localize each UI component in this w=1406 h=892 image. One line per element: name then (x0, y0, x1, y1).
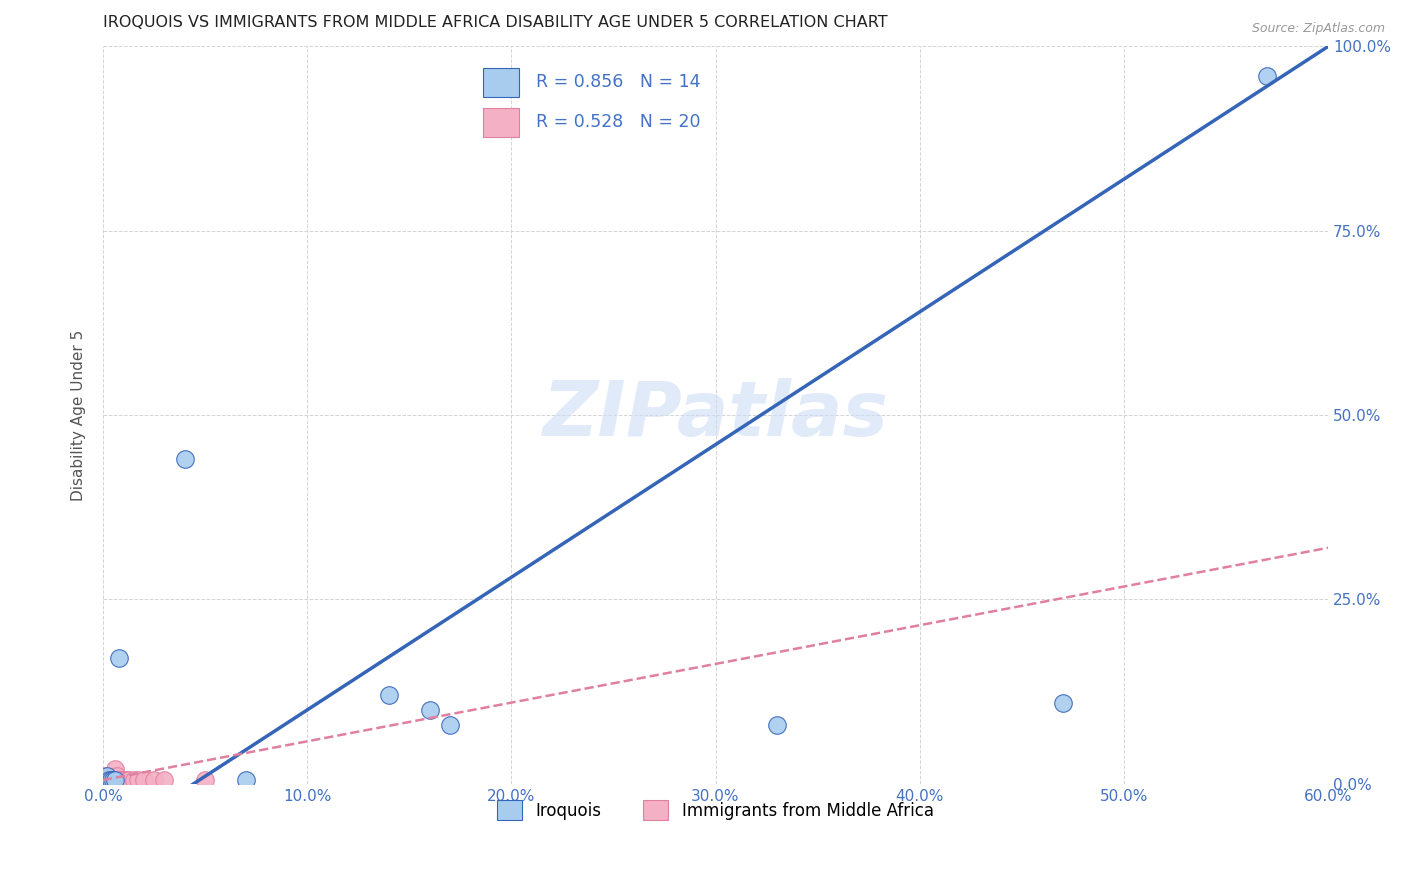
Point (117, 772, 139, 787)
Point (101, 769, 124, 783)
Point (108, 651, 131, 665)
Point (108, 772, 131, 787)
Point (235, 772, 257, 787)
Text: IROQUOIS VS IMMIGRANTS FROM MIDDLE AFRICA DISABILITY AGE UNDER 5 CORRELATION CHA: IROQUOIS VS IMMIGRANTS FROM MIDDLE AFRIC… (103, 15, 887, 30)
Point (96, 772, 118, 787)
Point (104, 762, 127, 776)
Point (173, 452, 195, 467)
Point (127, 772, 149, 787)
Point (153, 772, 176, 787)
Text: Source: ZipAtlas.com: Source: ZipAtlas.com (1251, 22, 1385, 36)
Point (114, 772, 136, 787)
Point (765, 718, 787, 732)
Point (98, 772, 121, 787)
Legend: Iroquois, Immigrants from Middle Africa: Iroquois, Immigrants from Middle Africa (491, 793, 941, 827)
Point (194, 772, 217, 787)
Text: ZIPatlas: ZIPatlas (543, 378, 889, 452)
Point (118, 772, 141, 787)
Point (122, 772, 145, 787)
Point (112, 772, 135, 787)
Point (1256, 69, 1278, 83)
Point (96, 769, 118, 783)
Point (105, 769, 128, 783)
Point (110, 772, 132, 787)
Point (98, 772, 121, 787)
Point (100, 772, 122, 787)
Y-axis label: Disability Age Under 5: Disability Age Under 5 (72, 329, 86, 500)
Point (419, 703, 441, 717)
Point (143, 772, 166, 787)
Point (1052, 696, 1074, 710)
Point (132, 772, 155, 787)
Point (439, 718, 461, 732)
Point (101, 772, 124, 787)
Point (378, 688, 401, 702)
Point (94, 769, 117, 783)
Point (101, 772, 124, 787)
Point (104, 772, 127, 787)
Point (100, 772, 122, 787)
